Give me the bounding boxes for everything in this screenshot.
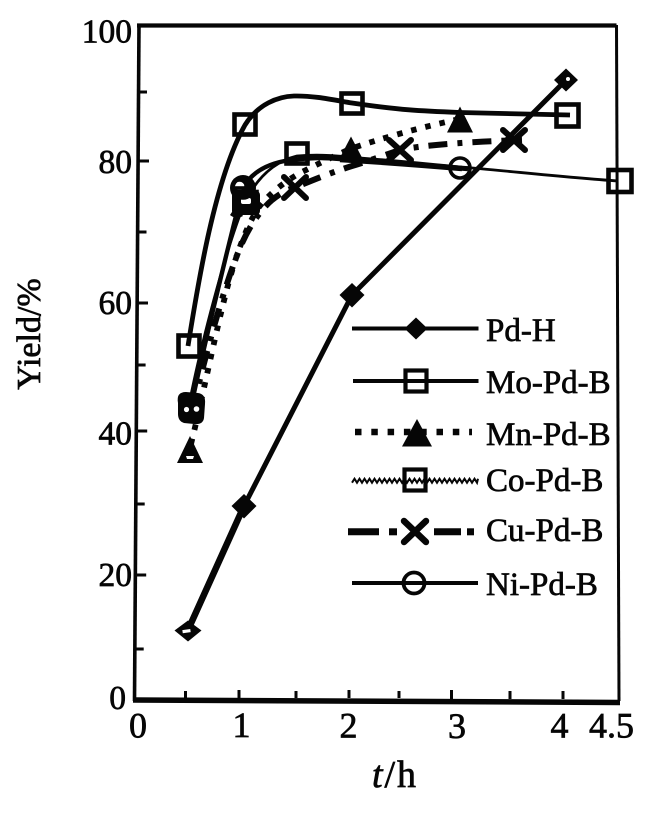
svg-text:Pd-H: Pd-H — [486, 313, 556, 349]
svg-text:100: 100 — [82, 14, 132, 51]
svg-text:Mo-Pd-B: Mo-Pd-B — [486, 365, 611, 401]
svg-text:Co-Pd-B: Co-Pd-B — [486, 463, 603, 499]
svg-text:80: 80 — [99, 144, 133, 181]
svg-text:Cu-Pd-B: Cu-Pd-B — [486, 513, 603, 549]
svg-text:60: 60 — [99, 285, 133, 322]
svg-text:2: 2 — [340, 706, 358, 746]
svg-text:1: 1 — [233, 705, 251, 745]
svg-text:40: 40 — [99, 416, 133, 453]
svg-text:3: 3 — [448, 706, 466, 746]
svg-text:0: 0 — [129, 706, 147, 746]
svg-text:0: 0 — [109, 680, 126, 717]
svg-text:Mn-Pd-B: Mn-Pd-B — [486, 417, 611, 453]
svg-text:4: 4 — [551, 706, 569, 746]
svg-text:t/h: t/h — [372, 754, 418, 796]
svg-text:Ni-Pd-B: Ni-Pd-B — [486, 567, 598, 603]
svg-text:4.5: 4.5 — [589, 706, 634, 746]
svg-text:Yield/%: Yield/% — [11, 278, 48, 389]
svg-text:20: 20 — [99, 557, 133, 594]
